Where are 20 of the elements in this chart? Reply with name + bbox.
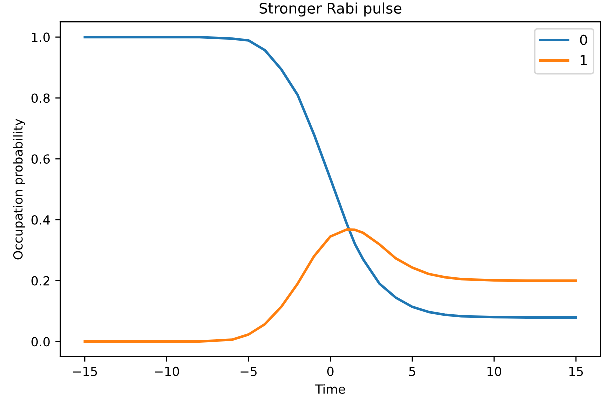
- y-axis-title: Occupation probability: [13, 119, 26, 260]
- chart-title: Stronger Rabi pulse: [260, 2, 402, 17]
- y-tick-label: 0.8: [32, 94, 50, 104]
- x-tick-label: 5: [409, 367, 416, 376]
- y-tick-label: 1.0: [32, 32, 50, 42]
- x-axis-title: Time: [315, 384, 346, 394]
- y-tick-label: 0.4: [32, 215, 50, 225]
- x-tick-label: 10: [488, 366, 502, 376]
- x-tick-label: −5: [240, 367, 257, 376]
- x-tick-label: −15: [73, 367, 98, 376]
- x-tick-label: −10: [155, 366, 180, 376]
- x-tick-label: 15: [570, 367, 584, 376]
- line-series: [84, 228, 578, 344]
- y-tick-label: 0.0: [32, 337, 50, 347]
- x-tick-label: 0: [327, 366, 334, 376]
- legend-label: 0: [580, 34, 588, 46]
- legend-label: 1: [580, 55, 587, 66]
- y-tick-label: 0.2: [32, 276, 50, 286]
- y-tick-label: 0.6: [32, 154, 50, 164]
- line-series: [84, 36, 578, 319]
